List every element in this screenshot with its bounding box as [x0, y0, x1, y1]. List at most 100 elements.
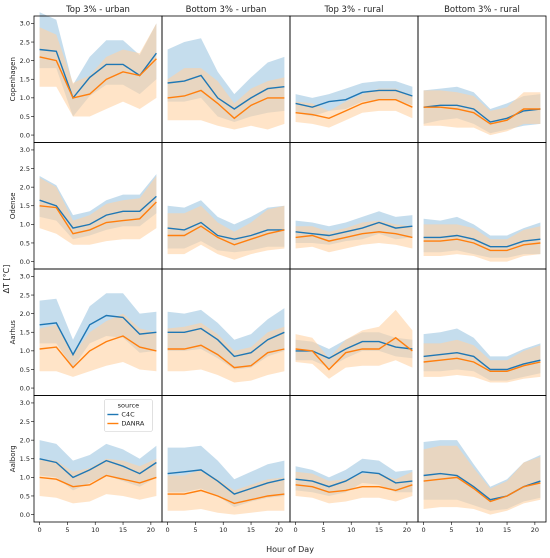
- legend-entry: C4C: [121, 411, 135, 419]
- legend-entry: DANRA: [121, 420, 144, 428]
- y-tick-label: 1.5: [20, 202, 30, 210]
- danra-line: [423, 357, 541, 372]
- x-tick-label: 5: [65, 526, 69, 534]
- column-title: Bottom 3% - rural: [444, 5, 520, 15]
- x-tick-label: 10: [91, 526, 99, 534]
- danra-ci-band: [39, 176, 157, 245]
- panel-r1-c0: Odense 0.0 0.5 1.0 1.5 2.0 2.5 3.0: [9, 142, 163, 270]
- y-tick-label: 2.0: [20, 310, 30, 318]
- panel-r1-c3: [417, 142, 547, 270]
- y-tick-label: 0.5: [20, 492, 30, 500]
- y-tick-label: 3.0: [20, 273, 30, 281]
- danra-line: [167, 489, 285, 505]
- x-tick-label: 20: [147, 526, 155, 534]
- row-title: Copenhagen: [9, 57, 17, 101]
- c4c-line: [39, 314, 157, 357]
- x-tick-label: 15: [247, 526, 255, 534]
- x-tick-label: 15: [119, 526, 127, 534]
- panel-r2-c0: Aarhus 0.0 0.5 1.0 1.5 2.0 2.5 3.0: [9, 268, 163, 396]
- c4c-line: [295, 340, 413, 360]
- danra-line: [39, 474, 157, 488]
- c4c-line: [167, 469, 285, 495]
- x-tick-label: 5: [193, 526, 197, 534]
- c4c-line: [423, 351, 541, 371]
- danra-line: [167, 89, 285, 120]
- y-tick-label: 1.5: [20, 455, 30, 463]
- danra-ci-band: [167, 469, 285, 515]
- row-title: Aalborg: [9, 445, 17, 472]
- y-tick-label: 2.0: [20, 436, 30, 444]
- row-title: Odense: [9, 192, 17, 219]
- panel-r2-c3: [417, 268, 547, 396]
- x-tick-label: 10: [475, 526, 483, 534]
- panel-grid: Top 3% - urban Copenhagen 0.0 0.5 1.0 1.5 2.0 2…: [9, 5, 547, 534]
- danra-line: [167, 225, 285, 246]
- y-tick-label: 3.0: [20, 399, 30, 407]
- y-tick-label: 1.0: [20, 347, 30, 355]
- c4c-line: [167, 221, 285, 240]
- c4c-line: [39, 48, 157, 100]
- x-tick-label: 20: [403, 526, 411, 534]
- c4c-line: [167, 74, 285, 110]
- panel-frame: [289, 142, 419, 270]
- y-tick-label: 0.5: [20, 366, 30, 374]
- row-title: Aarhus: [9, 320, 17, 345]
- c4c-line: [167, 327, 285, 358]
- y-tick-label: 2.5: [20, 291, 30, 299]
- danra-line: [423, 106, 541, 125]
- danra-ci-band: [295, 220, 413, 253]
- panel-r0-c0: Top 3% - urban Copenhagen 0.0 0.5 1.0 1.5 2.0 2…: [9, 5, 163, 143]
- danra-line: [295, 231, 413, 242]
- y-tick-label: 0.0: [20, 131, 30, 139]
- panel-r2-c1: [161, 268, 291, 396]
- danra-line: [423, 238, 541, 252]
- c4c-line: [295, 471, 413, 488]
- y-tick-label: 1.0: [20, 94, 30, 102]
- y-tick-label: 0.5: [20, 113, 30, 121]
- panel-r3-c0: Aalborg 0.0 0.5 1.0 1.5 2.0 2.5 3.0 0 5 10 15 20 sour…: [9, 395, 163, 534]
- danra-line: [295, 336, 413, 371]
- x-tick-label: 20: [275, 526, 283, 534]
- danra-ci-band: [295, 471, 413, 504]
- danra-line: [423, 476, 541, 503]
- danra-ci-band: [167, 205, 285, 260]
- x-tick-label: 15: [503, 526, 511, 534]
- panel-r0-c1: Bottom 3% - urban: [161, 5, 291, 143]
- danra-ci-band: [167, 322, 285, 383]
- danra-line: [167, 344, 285, 369]
- panel-r0-c3: Bottom 3% - rural: [417, 5, 547, 143]
- c4c-line: [295, 221, 413, 237]
- danra-ci-band: [39, 458, 157, 504]
- y-tick-label: 1.0: [20, 474, 30, 482]
- danra-line: [39, 56, 157, 99]
- panel-r2-c2: [289, 268, 419, 396]
- y-tick-label: 2.5: [20, 418, 30, 426]
- y-tick-label: 2.0: [20, 57, 30, 65]
- y-axis-label: ΔT [°C]: [2, 265, 11, 294]
- c4c-line: [39, 458, 157, 479]
- panel-r0-c2: Top 3% - rural: [289, 5, 419, 143]
- column-title: Top 3% - rural: [324, 5, 384, 15]
- x-tick-label: 0: [165, 526, 169, 534]
- c4c-line: [295, 89, 413, 108]
- panel-r1-c1: [161, 142, 291, 270]
- danra-ci-band: [423, 90, 541, 136]
- panel-r3-c2: 0 5 10 15 20: [289, 395, 419, 534]
- y-tick-label: 1.0: [20, 221, 30, 229]
- panel-frame: [289, 395, 419, 523]
- x-tick-label: 5: [321, 526, 325, 534]
- danra-ci-band: [39, 23, 157, 117]
- danra-ci-band: [39, 313, 157, 377]
- x-tick-label: 0: [37, 526, 41, 534]
- y-tick-label: 3.0: [20, 146, 30, 154]
- panel-r1-c2: [289, 142, 419, 270]
- panel-frame: [417, 395, 547, 523]
- x-tick-label: 0: [421, 526, 425, 534]
- y-tick-label: 0.0: [20, 258, 30, 266]
- y-tick-label: 1.5: [20, 76, 30, 84]
- y-tick-label: 2.0: [20, 183, 30, 191]
- x-tick-label: 20: [531, 526, 539, 534]
- x-tick-label: 0: [293, 526, 297, 534]
